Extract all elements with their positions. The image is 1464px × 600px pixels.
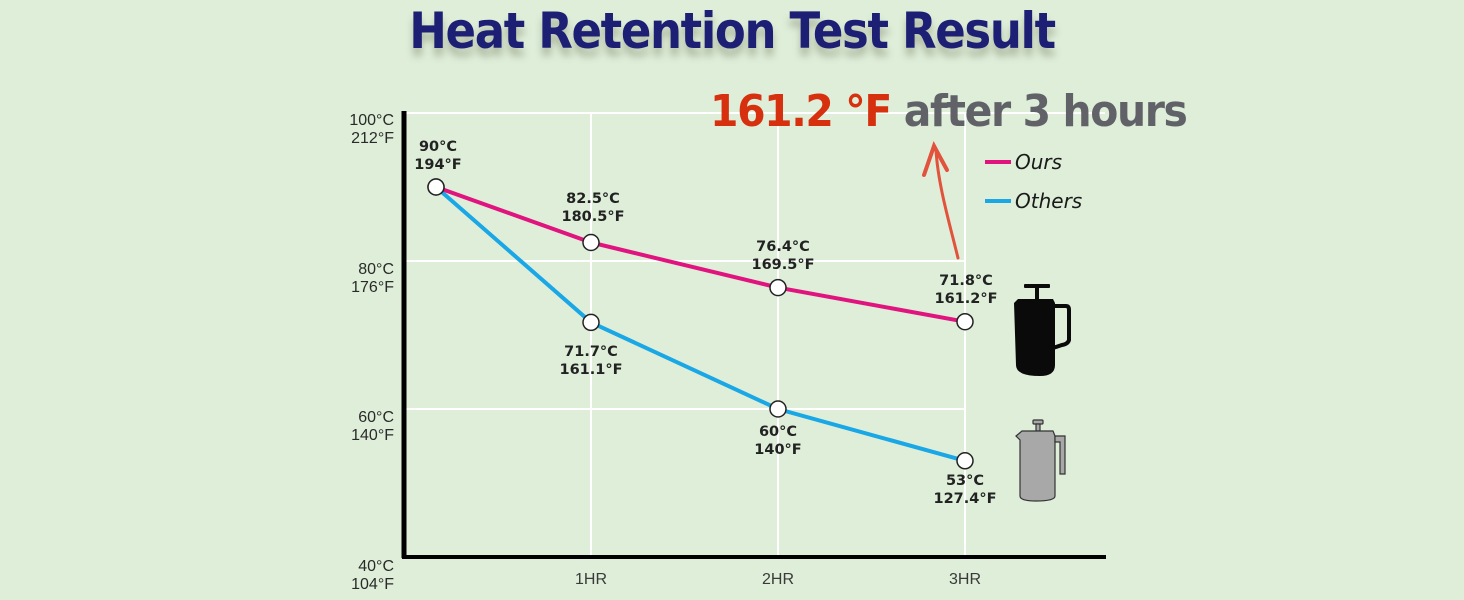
label-fahrenheit: 161.1°F	[559, 362, 623, 378]
data-label-ours-1hr: 82.5°C 180.5°F	[548, 190, 638, 226]
x-tick-2hr: 2HR	[761, 571, 794, 588]
data-point-ours	[769, 278, 787, 297]
label-celsius: 82.5°C	[566, 191, 620, 207]
data-label-others-1hr: 71.7°C 161.1°F	[546, 343, 636, 379]
black-french-press-icon	[1014, 284, 1071, 376]
label-fahrenheit: 161.2°F	[934, 291, 998, 307]
series-line-others	[434, 185, 966, 463]
label-celsius: 53°C	[945, 473, 985, 489]
headline-annotation: 161.2 °F after 3 hours	[710, 86, 1188, 137]
data-label-start: 90°C 194°F	[393, 138, 483, 174]
headline-value: 161.2 °F	[710, 86, 892, 137]
legend-label-others: Others	[1015, 189, 1083, 213]
y-tick-80: 80°C 176°F	[334, 261, 394, 297]
label-fahrenheit: 169.5°F	[751, 257, 815, 273]
label-fahrenheit: 194°F	[414, 157, 462, 173]
x-tick-3hr: 3HR	[948, 571, 981, 588]
y-tick-celsius: 100°C	[349, 112, 394, 129]
legend-label-ours: Ours	[1015, 150, 1063, 174]
label-celsius: 90°C	[418, 139, 458, 155]
series-line-ours	[435, 185, 966, 324]
legend-swatch-ours	[985, 160, 1011, 164]
data-label-ours-2hr: 76.4°C 169.5°F	[738, 238, 828, 274]
label-fahrenheit: 180.5°F	[561, 209, 625, 225]
y-tick-celsius: 60°C	[358, 409, 394, 426]
data-label-ours-3hr: 71.8°C 161.2°F	[921, 272, 1011, 308]
y-tick-40: 40°C 104°F	[334, 558, 394, 594]
gridlines	[404, 112, 1105, 557]
y-tick-celsius: 40°C	[358, 558, 394, 575]
legend-item-others: Others	[985, 189, 1082, 213]
label-fahrenheit: 140°F	[754, 442, 802, 458]
data-point-others	[582, 313, 600, 332]
label-celsius: 71.8°C	[939, 273, 993, 289]
label-celsius: 76.4°C	[756, 239, 810, 255]
gray-french-press-icon	[1015, 419, 1066, 502]
y-tick-fahrenheit: 212°F	[351, 130, 394, 147]
annotation-arrow-icon	[922, 141, 960, 260]
y-tick-fahrenheit: 176°F	[351, 279, 394, 296]
headline-rest: after 3 hours	[903, 86, 1188, 137]
y-tick-fahrenheit: 104°F	[351, 576, 394, 593]
legend-item-ours: Ours	[985, 150, 1062, 174]
y-tick-celsius: 80°C	[358, 261, 394, 278]
legend-swatch-others	[985, 199, 1011, 203]
label-celsius: 71.7°C	[564, 344, 618, 360]
label-celsius: 60°C	[758, 424, 798, 440]
label-fahrenheit: 127.4°F	[933, 491, 997, 507]
data-point-others	[956, 452, 974, 470]
y-tick-100: 100°C 212°F	[334, 112, 394, 148]
data-point-others	[769, 400, 787, 418]
data-point-others	[427, 178, 445, 196]
x-tick-1hr: 1HR	[574, 571, 607, 588]
data-point-ours	[956, 312, 974, 331]
data-label-others-2hr: 60°C 140°F	[733, 423, 823, 459]
data-point-ours	[582, 233, 600, 252]
y-tick-fahrenheit: 140°F	[351, 427, 394, 444]
chart-title: Heat Retention Test Result	[409, 2, 1056, 60]
data-label-others-3hr: 53°C 127.4°F	[920, 472, 1010, 508]
data-markers	[427, 178, 974, 470]
y-tick-60: 60°C 140°F	[334, 409, 394, 445]
